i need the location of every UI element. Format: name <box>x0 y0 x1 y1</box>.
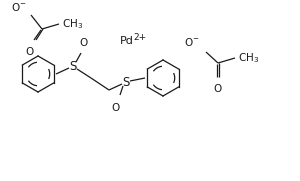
Text: Pd: Pd <box>120 36 134 46</box>
Text: CH$_3$: CH$_3$ <box>62 17 83 31</box>
Text: O$^{-}$: O$^{-}$ <box>11 1 27 13</box>
Text: O: O <box>79 38 87 48</box>
Text: S: S <box>69 60 77 73</box>
Text: 2+: 2+ <box>133 33 146 43</box>
Text: O: O <box>214 84 222 94</box>
Text: CH$_3$: CH$_3$ <box>238 51 259 65</box>
Text: O: O <box>112 103 120 113</box>
Text: O$^{-}$: O$^{-}$ <box>184 36 200 48</box>
Text: S: S <box>122 75 130 89</box>
Text: O: O <box>26 47 34 57</box>
